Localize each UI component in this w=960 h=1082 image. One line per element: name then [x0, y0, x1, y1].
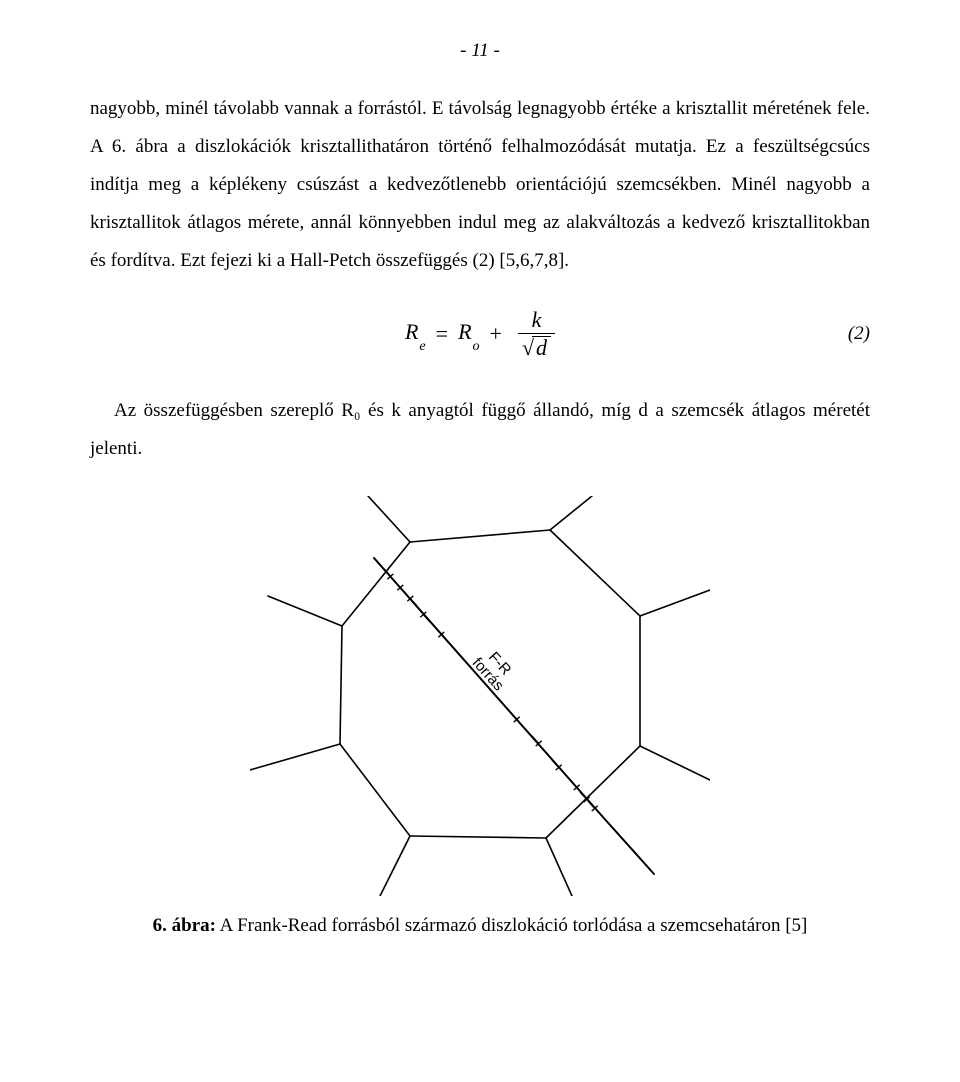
caption-bold: 6. ábra:	[153, 915, 216, 936]
eq-rhs1: Ro	[458, 319, 479, 349]
eq-rhs1-sub: o	[473, 339, 480, 354]
eq-rhs1-var: R	[458, 319, 471, 344]
paragraph-1: nagyobb, minél távolabb vannak a forrást…	[90, 90, 870, 280]
grain-diagram: F-Rforrás	[250, 496, 710, 896]
eq-lhs-var: R	[405, 319, 418, 344]
page: - 11 - nagyobb, minél távolabb vannak a …	[0, 0, 960, 977]
eq-equals: =	[436, 321, 448, 347]
caption-rest: A Frank-Read forrásból származó diszloká…	[216, 915, 807, 936]
eq-frac-num: k	[526, 309, 548, 333]
eq-sqrt: √ d	[522, 336, 551, 359]
paragraph-2: Az összefüggésben szereplő R₀ és k anyag…	[90, 392, 870, 468]
eq-frac-den: √ d	[518, 333, 555, 359]
figure: F-Rforrás	[90, 496, 870, 901]
eq-lhs: Re	[405, 319, 426, 349]
eq-lhs-sub: e	[419, 339, 425, 354]
page-number: - 11 -	[90, 40, 870, 62]
eq-plus: +	[490, 321, 502, 347]
eq-fraction: k √ d	[518, 309, 555, 359]
eq-sqrt-arg: d	[532, 336, 551, 359]
equation-row: Re = Ro + k √ d (2)	[90, 304, 870, 364]
equation-number: (2)	[848, 323, 870, 345]
equation: Re = Ro + k √ d	[405, 309, 555, 359]
figure-caption: 6. ábra: A Frank-Read forrásból származó…	[90, 915, 870, 937]
